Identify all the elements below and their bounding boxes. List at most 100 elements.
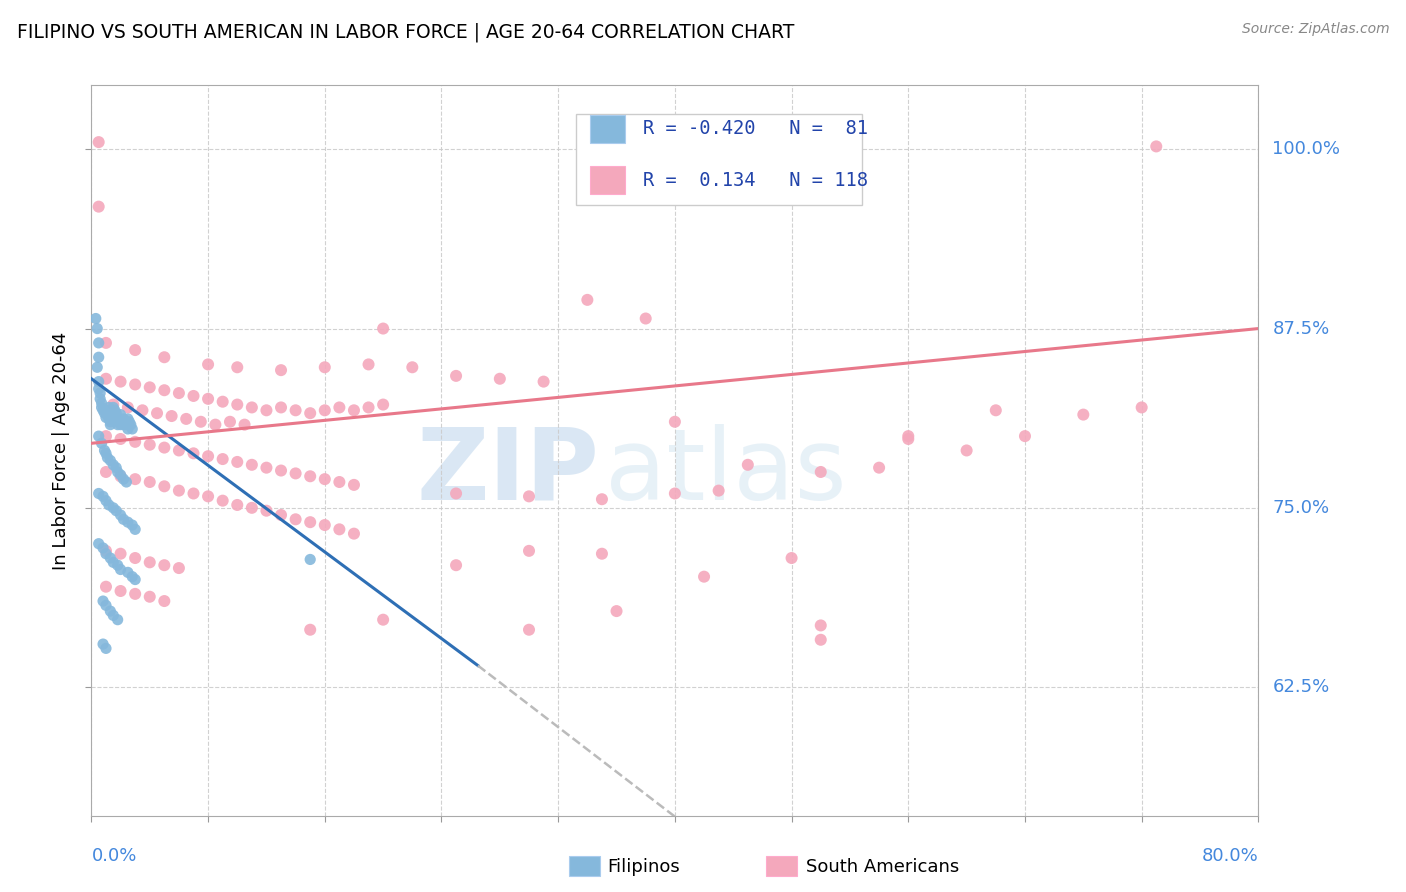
Point [328,401,350,415]
Point [138,380,162,394]
Point [121,518,143,533]
Point [87,200,110,214]
Point [138,438,162,452]
Point [104,403,127,417]
Point [197,489,219,503]
Point [270,464,292,478]
Point [103,412,125,426]
Point [93,443,115,458]
Point [107,412,129,426]
Point [174,412,197,426]
Point [314,472,336,486]
Point [190,415,212,429]
Point [112,412,135,426]
Point [153,441,176,455]
Point [94,641,117,656]
Point [114,415,136,429]
Point [89,386,111,401]
Point [87,135,110,149]
Point [197,358,219,372]
Point [110,562,132,576]
Point [254,460,277,475]
Text: 80.0%: 80.0% [1202,847,1258,864]
Point [167,386,190,401]
Point [94,429,117,443]
Point [87,375,110,389]
Point [167,483,190,498]
Point [87,537,110,551]
Point [98,604,121,618]
Point [605,604,627,618]
Point [94,465,117,479]
Point [211,452,233,467]
Point [138,555,162,569]
Point [110,432,132,446]
Point [233,417,256,432]
Point [576,293,599,307]
Point [897,429,920,443]
Point [91,637,114,651]
Point [153,594,176,608]
FancyBboxPatch shape [589,166,624,194]
Point [94,580,117,594]
Point [183,446,205,460]
Point [110,584,132,599]
Point [103,458,125,472]
Point [810,465,832,479]
Point [111,415,134,429]
Point [89,392,111,406]
Point [591,547,613,561]
Point [124,551,146,566]
Point [124,472,146,486]
Point [115,417,138,432]
Point [98,415,121,429]
Point [112,417,135,432]
Point [124,434,146,449]
Point [117,566,139,580]
FancyBboxPatch shape [575,114,862,205]
Point [183,486,205,500]
Point [153,350,176,364]
Text: 62.5%: 62.5% [1272,678,1330,696]
Point [240,458,263,472]
Point [96,450,118,465]
Point [105,460,128,475]
Point [167,561,190,575]
Point [693,569,716,583]
Point [489,372,512,386]
Point [226,360,249,375]
Point [94,599,117,613]
Text: 75.0%: 75.0% [1272,499,1330,516]
Point [343,478,366,492]
Text: South Americans: South Americans [806,858,959,876]
Point [197,392,219,406]
Point [91,403,114,417]
Point [103,608,125,623]
Point [314,360,336,375]
Point [107,465,129,479]
Point [153,558,176,573]
Point [517,623,540,637]
Point [131,403,153,417]
Point [284,403,307,417]
Point [110,467,132,482]
Point [115,475,138,489]
Point [343,526,366,541]
Point [444,368,467,383]
Point [737,458,759,472]
Point [98,551,121,566]
Point [94,544,117,558]
Point [94,335,117,350]
Point [591,492,613,507]
Point [314,518,336,533]
Point [110,375,132,389]
Point [299,469,322,483]
Point [517,489,540,503]
Point [107,613,129,627]
Point [956,443,979,458]
Point [254,403,277,417]
Point [90,396,112,410]
Point [97,498,120,512]
Point [211,394,233,409]
Point [117,515,139,529]
